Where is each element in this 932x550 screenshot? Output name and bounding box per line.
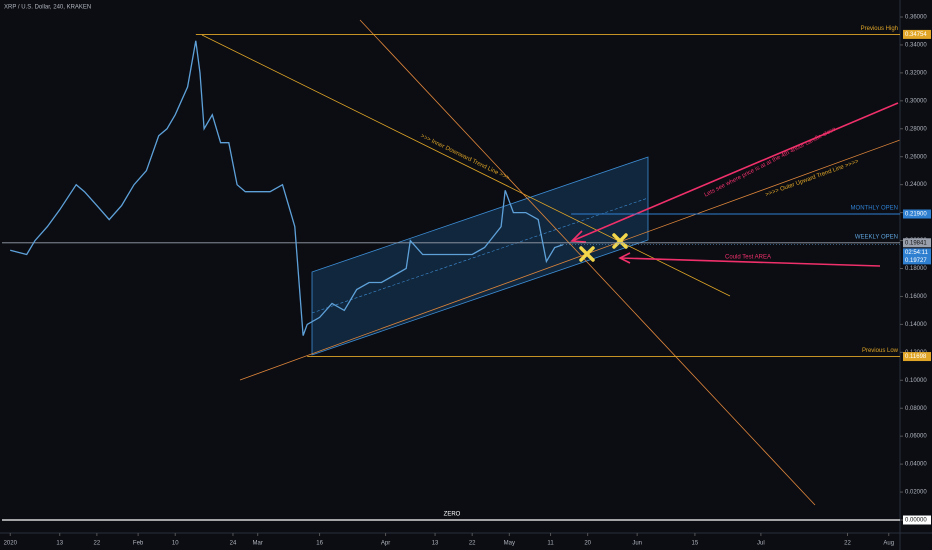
level-tag-label: 0.19841 [905,240,927,246]
level-tag [903,29,931,39]
level-tag [903,209,931,219]
y-tick-label: 0.14000 [905,322,927,328]
x-tick-label: 22 [469,541,476,547]
x-tick-label: 24 [230,541,237,547]
steep-trend-line [359,19,816,506]
x-tick-label: 11 [547,541,554,547]
level-tag-label: 0.11698 [905,354,927,360]
countdown: 02:54:11 [905,250,929,256]
annotation: Could Test AREA [725,255,771,261]
x-tick-label: 22 [94,541,101,547]
level-name: Previous Low [862,348,899,354]
x-tick-label: 13 [56,541,63,547]
y-tick-label: 0.32000 [905,70,927,76]
y-tick-label: 0.28000 [905,126,927,132]
last-price-tag [903,248,931,265]
arrow [619,257,881,267]
level-name: ZERO [444,512,461,518]
x-tick-label: Mar [253,541,263,547]
arrow-head [570,230,587,243]
level-tag [903,515,931,525]
x-tick-label: 16 [316,541,323,547]
level-tag [903,352,931,362]
chart-title: XRP / U.S. Dollar, 240, KRAKEN [4,5,91,11]
y-tick-label: 0.04000 [905,462,927,468]
x-tick-label: Jul [757,541,765,547]
y-tick-label: 0.06000 [905,434,927,440]
x-tick-label: Apr [381,541,390,547]
x-tick-label: May [504,541,515,547]
x-tick-label: 22 [844,541,851,547]
y-tick-label: 0.34000 [905,43,927,49]
arrow [571,102,899,242]
outer-trend-line [239,139,901,381]
level-tag-label: 0.34754 [905,32,927,38]
channel-mid [311,197,649,314]
y-tick-label: 0.36000 [905,15,927,21]
level-tag-label: 0.00000 [905,518,927,524]
x-marks [579,233,628,262]
y-tick-label: 0.30000 [905,98,927,104]
last-price-label: 0.19727 [905,258,927,264]
level-tag-label: 0.21900 [905,212,927,218]
level-name: MONTHLY OPEN [851,206,898,212]
x-tick-label: 10 [172,541,179,547]
level-name: Previous High [861,26,898,32]
channel [311,156,649,356]
x-tick-label: 13 [432,541,439,547]
y-tick-label: 0.10000 [905,378,927,384]
y-tick-label: 0.08000 [905,406,927,412]
level-tag [903,238,931,248]
x-tick-label: Jun [632,541,642,547]
y-tick-label: 0.26000 [905,154,927,160]
y-tick-label: 0.02000 [905,490,927,496]
x-tick-label: 2020 [4,541,18,547]
y-tick-label: 0.16000 [905,294,927,300]
price-line [10,40,564,336]
inner-trend-line [201,34,731,297]
y-tick-label: 0.24000 [905,182,927,188]
x-tick-label: Feb [133,541,144,547]
x-tick-label: 15 [692,541,699,547]
x-tick-label: 20 [584,541,591,547]
arrow-head [618,252,631,264]
x-tick-label: Aug [883,541,894,547]
level-name: WEEKLY OPEN [855,234,898,240]
y-tick-label: 0.18000 [905,266,927,272]
